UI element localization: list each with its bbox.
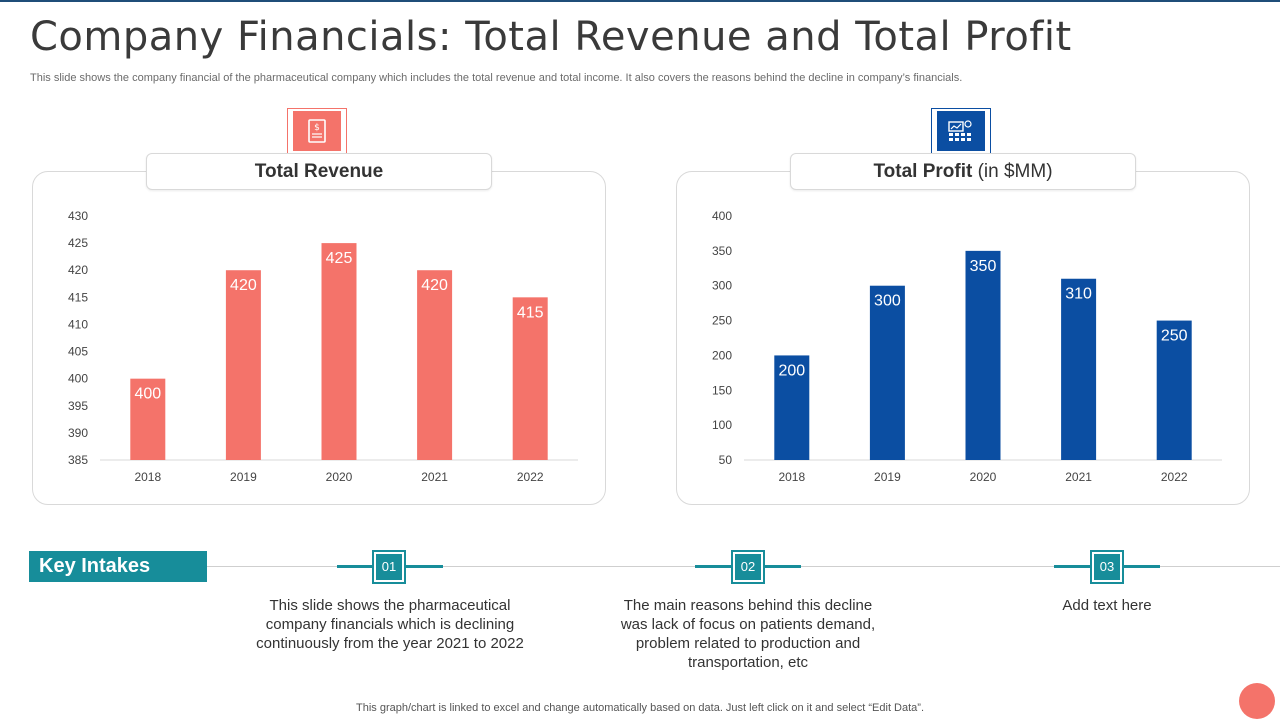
revenue-x-tick-label-2018: 2018 (134, 470, 161, 484)
profit-y-tick-label: 400 (712, 209, 732, 223)
profit-x-tick-label-2018: 2018 (778, 470, 805, 484)
revenue-bar-2022 (512, 297, 548, 460)
revenue-x-tick-label-2022: 2022 (517, 470, 544, 484)
profit-bar-chart: 50 100 150 200 250 300 350 400 200 2018 300 2019 350… (712, 209, 1222, 484)
step-03-number: 03 (1094, 554, 1120, 580)
profit-panel (676, 171, 1250, 505)
step-03-badge: 03 (1090, 550, 1124, 584)
profit-x-tick-label-2019: 2019 (874, 470, 901, 484)
profit-title-text: Total Profit (873, 161, 973, 182)
revenue-y-tick-label: 385 (68, 453, 88, 467)
step-02-text: The main reasons behind this decline was… (620, 597, 876, 671)
page-subtitle: This slide shows the company financial o… (30, 72, 963, 84)
profit-data-label-2021: 310 (1065, 286, 1092, 303)
step-01-number: 01 (376, 554, 402, 580)
step-01-text: This slide shows the pharmaceutical comp… (256, 597, 524, 652)
revenue-y-tick-label: 420 (68, 263, 88, 277)
corner-decoration (1239, 683, 1275, 719)
profit-panel-title: Total Profit (in $MM) (790, 153, 1136, 190)
revenue-data-label-2018: 400 (134, 386, 161, 403)
revenue-x-tick-label-2020: 2020 (326, 470, 353, 484)
profit-bar-2021 (1061, 278, 1097, 460)
revenue-title-text: Total Revenue (254, 161, 384, 182)
revenue-bar-2019 (225, 270, 261, 460)
dollar-document-icon: $ (293, 111, 341, 151)
revenue-y-tick-label: 410 (68, 317, 88, 331)
revenue-y-tick-label: 425 (68, 236, 88, 250)
page-title: Company Financials: Total Revenue and To… (30, 14, 1072, 60)
revenue-data-label-2021: 420 (421, 277, 448, 294)
step-02-number: 02 (735, 554, 761, 580)
profit-y-tick-label: 100 (712, 418, 732, 432)
top-rule (0, 0, 1280, 2)
profit-bar-2019 (869, 285, 905, 460)
profit-data-label-2020: 350 (970, 258, 997, 275)
footer-note: This graph/chart is linked to excel and … (355, 702, 925, 714)
profit-icon-frame (931, 108, 991, 154)
revenue-x-tick-label-2019: 2019 (230, 470, 257, 484)
profit-title-unit: (in $MM) (972, 161, 1053, 182)
revenue-y-tick-label: 415 (68, 290, 88, 304)
step-01-badge: 01 (372, 550, 406, 584)
profit-data-label-2022: 250 (1161, 328, 1188, 345)
revenue-bar-2020 (321, 243, 357, 460)
profit-bar-2018 (774, 355, 810, 460)
profit-bar-2022 (1156, 320, 1192, 460)
profit-y-tick-label: 150 (712, 383, 732, 397)
profit-data-label-2018: 200 (778, 362, 805, 379)
profit-y-tick-label: 300 (712, 279, 732, 293)
profit-x-tick-label-2020: 2020 (970, 470, 997, 484)
revenue-panel-title: Total Revenue (146, 153, 492, 190)
revenue-x-tick-label-2021: 2021 (421, 470, 448, 484)
revenue-y-tick-label: 395 (68, 399, 88, 413)
key-intakes-heading: Key Intakes (29, 551, 207, 582)
revenue-y-tick-label: 390 (68, 426, 88, 440)
profit-x-tick-label-2021: 2021 (1065, 470, 1092, 484)
revenue-y-tick-label: 430 (68, 209, 88, 223)
revenue-data-label-2020: 425 (326, 250, 353, 267)
revenue-data-label-2022: 415 (517, 304, 544, 321)
revenue-icon-frame: $ (287, 108, 347, 154)
revenue-bar-2018 (130, 378, 166, 460)
profit-y-tick-label: 200 (712, 348, 732, 362)
revenue-panel (32, 171, 606, 505)
profit-bar-2020 (965, 250, 1001, 460)
revenue-bar-2021 (417, 270, 453, 460)
revenue-bar-chart: 385 390 395 400 405 410 415 420 425 430 400 2018 420… (68, 209, 578, 484)
profit-data-label-2019: 300 (874, 293, 901, 310)
profit-y-tick-label: 350 (712, 244, 732, 258)
profit-y-tick-label: 250 (712, 314, 732, 328)
step-03-text: Add text here (1062, 597, 1152, 614)
revenue-data-label-2019: 420 (230, 277, 257, 294)
svg-text:$: $ (314, 123, 320, 133)
revenue-y-tick-label: 400 (68, 372, 88, 386)
revenue-y-tick-label: 405 (68, 345, 88, 359)
profit-y-tick-label: 50 (719, 453, 733, 467)
calculator-chart-icon (937, 111, 985, 151)
step-02-badge: 02 (731, 550, 765, 584)
profit-x-tick-label-2022: 2022 (1161, 470, 1188, 484)
